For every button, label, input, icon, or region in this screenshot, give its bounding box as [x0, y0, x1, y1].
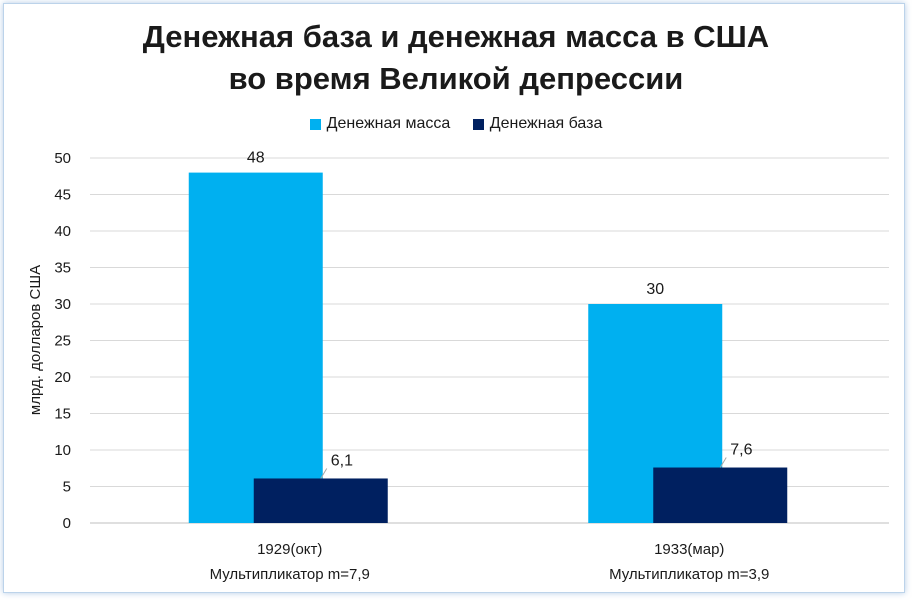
y-tick-label: 5 — [63, 479, 71, 496]
y-tick-label: 40 — [54, 223, 71, 240]
y-tick-label: 45 — [54, 187, 71, 204]
x-tick-label: 1929(окт) — [257, 541, 322, 558]
data-label-leader — [719, 457, 727, 468]
legend-label-money-supply: Денежная масса — [326, 115, 451, 132]
y-tick-label: 30 — [54, 296, 71, 313]
y-axis-label: млрд. долларов США — [27, 265, 44, 415]
chart-legend: Денежная масса Денежная база — [0, 115, 912, 135]
x-tick-sublabel: Мультипликатор m=3,9 — [609, 566, 769, 583]
bar-layer — [188, 172, 788, 523]
y-tick-label: 50 — [54, 150, 71, 167]
legend-label-monetary-base: Денежная база — [489, 115, 603, 132]
bar-monetary-base — [653, 467, 788, 523]
data-label-money-supply: 48 — [247, 150, 265, 167]
data-label-monetary-base: 7,6 — [730, 442, 752, 459]
chart-title: Денежная база и денежная масса в США во … — [0, 16, 912, 100]
y-tick-label: 0 — [63, 515, 71, 532]
y-tick-label: 25 — [54, 333, 71, 350]
y-tick-label: 20 — [54, 369, 71, 386]
data-label-money-supply: 30 — [646, 281, 664, 298]
legend-item-monetary-base: Денежная база — [472, 115, 603, 133]
y-tick-label: 10 — [54, 442, 71, 459]
chart-title-line2: во время Великой депрессии — [228, 61, 684, 96]
data-label-leader — [320, 468, 328, 479]
label-layer: 0 5 10 15 20 25 30 35 40 45 50 48 6,1 1929(окт) Мульти… — [54, 150, 769, 583]
legend-swatch-monetary-base — [472, 118, 484, 130]
x-tick-label: 1933(мар) — [654, 541, 724, 558]
bar-monetary-base — [253, 478, 388, 523]
legend-item-money-supply: Денежная масса — [309, 115, 451, 133]
y-tick-label: 15 — [54, 406, 71, 423]
x-tick-sublabel: Мультипликатор m=7,9 — [210, 566, 370, 583]
bar-money-supply — [188, 172, 323, 523]
y-tick-label: 35 — [54, 260, 71, 277]
chart-title-line1: Денежная база и денежная масса в США — [142, 19, 770, 54]
legend-swatch-money-supply — [309, 118, 321, 130]
data-label-monetary-base: 6,1 — [331, 452, 353, 469]
